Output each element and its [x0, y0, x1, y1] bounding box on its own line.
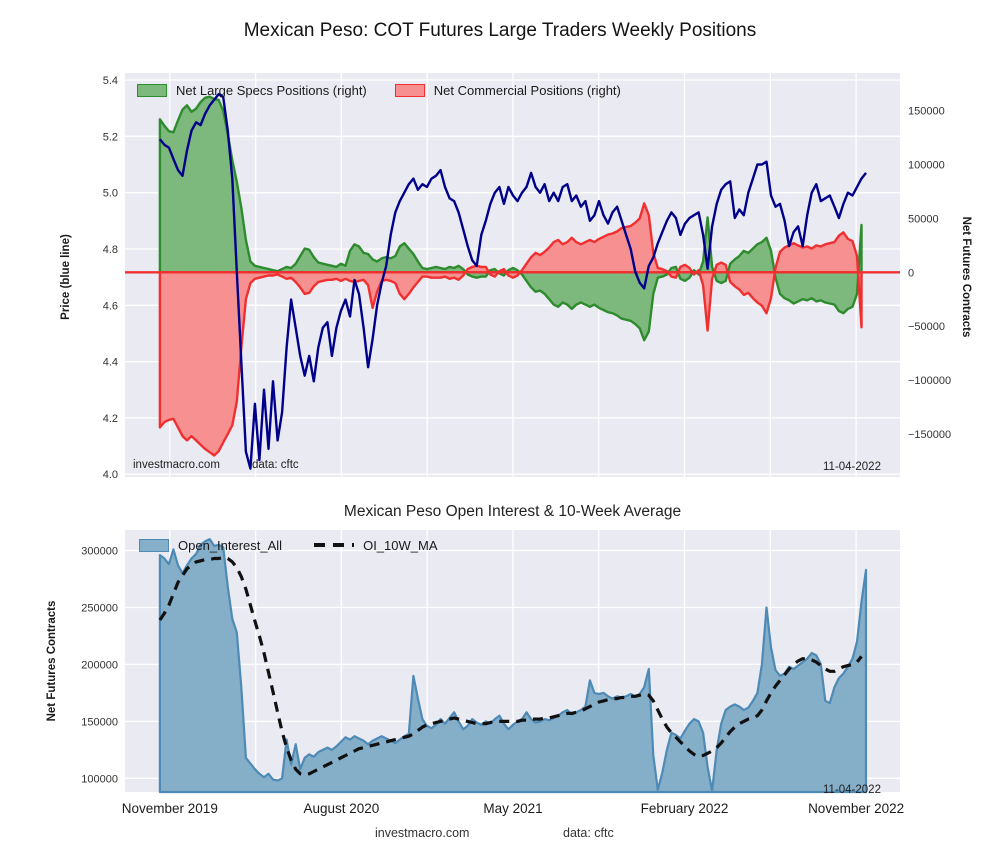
bottom-date-stamp: 11-04-2022	[823, 784, 881, 796]
y-tick-right: −150000	[908, 429, 951, 441]
y-tick-left: 4.6	[103, 300, 118, 312]
oi-legend-swatch	[139, 538, 169, 552]
y-tick-right: 150000	[908, 106, 945, 118]
commercial-legend-swatch	[394, 83, 425, 97]
oi-legend-label: Open_Interest_All	[178, 537, 283, 553]
specs-legend-swatch	[137, 83, 167, 97]
y-tick-left: 4.4	[103, 357, 118, 369]
contracts-axis-label-right: Net Futures Contracts	[960, 216, 972, 338]
top-date-stamp: 11-04-2022	[823, 461, 881, 473]
y-tick-left: 5.2	[103, 131, 118, 143]
y-tick-left: 300000	[81, 546, 118, 558]
x-tick-label: November 2022	[808, 801, 904, 816]
y-tick-right: −100000	[908, 375, 951, 387]
price-line	[158, 92, 867, 470]
y-tick-left: 4.8	[103, 244, 118, 256]
y-tick-right: 0	[908, 267, 914, 279]
price-axis-label: Price (blue line)	[60, 234, 72, 320]
x-tick-label: February 2022	[641, 801, 729, 816]
x-tick-label: November 2019	[122, 801, 218, 816]
net-large-specs-area	[158, 95, 863, 342]
bottom-chart-legend: Open_Interest_All OI_10W_MA	[139, 537, 438, 553]
figure-title: Mexican Peso: COT Futures Large Traders …	[243, 20, 757, 41]
bottom-watermark-source: data: cftc	[563, 826, 614, 840]
y-tick-left: 5.0	[103, 188, 118, 200]
subplot-title: Mexican Peso Open Interest & 10-Week Ave…	[343, 503, 682, 520]
y-tick-left: 200000	[81, 659, 118, 671]
net-commercial-area	[158, 202, 863, 457]
x-tick-label: May 2021	[483, 801, 542, 816]
commercial-legend-label: Net Commercial Positions (right)	[433, 82, 621, 98]
ma-legend-label: OI_10W_MA	[363, 537, 438, 553]
specs-legend-label: Net Large Specs Positions (right)	[176, 82, 367, 98]
y-tick-left: 150000	[81, 716, 118, 728]
y-tick-right: −50000	[908, 321, 945, 333]
top-watermark-source: data: cftc	[252, 459, 299, 471]
y-tick-left: 100000	[81, 773, 118, 785]
y-tick-left: 4.0	[103, 469, 118, 481]
oi-10w-ma-line	[158, 555, 863, 777]
y-tick-right: 100000	[908, 160, 945, 172]
ma-legend-line	[314, 543, 355, 547]
contracts-axis-label-bottom: Net Futures Contracts	[46, 600, 58, 722]
y-tick-right: 50000	[908, 213, 939, 225]
y-tick-left: 4.2	[103, 413, 118, 425]
top-chart-legend: Net Large Specs Positions (right) Net Co…	[137, 82, 621, 98]
top-watermark-site: investmacro.com	[133, 459, 220, 471]
y-tick-left: 250000	[81, 603, 118, 615]
y-tick-left: 5.4	[103, 75, 118, 87]
bottom-watermark-site: investmacro.com	[375, 826, 470, 840]
x-tick-label: August 2020	[303, 801, 379, 816]
